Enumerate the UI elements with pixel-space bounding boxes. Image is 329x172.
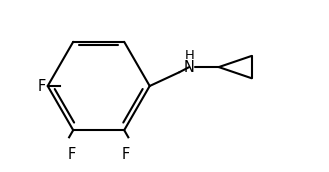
Text: N: N: [184, 60, 195, 75]
Text: F: F: [38, 78, 46, 94]
Text: H: H: [184, 49, 194, 62]
Text: F: F: [67, 147, 76, 162]
Text: F: F: [122, 147, 130, 162]
